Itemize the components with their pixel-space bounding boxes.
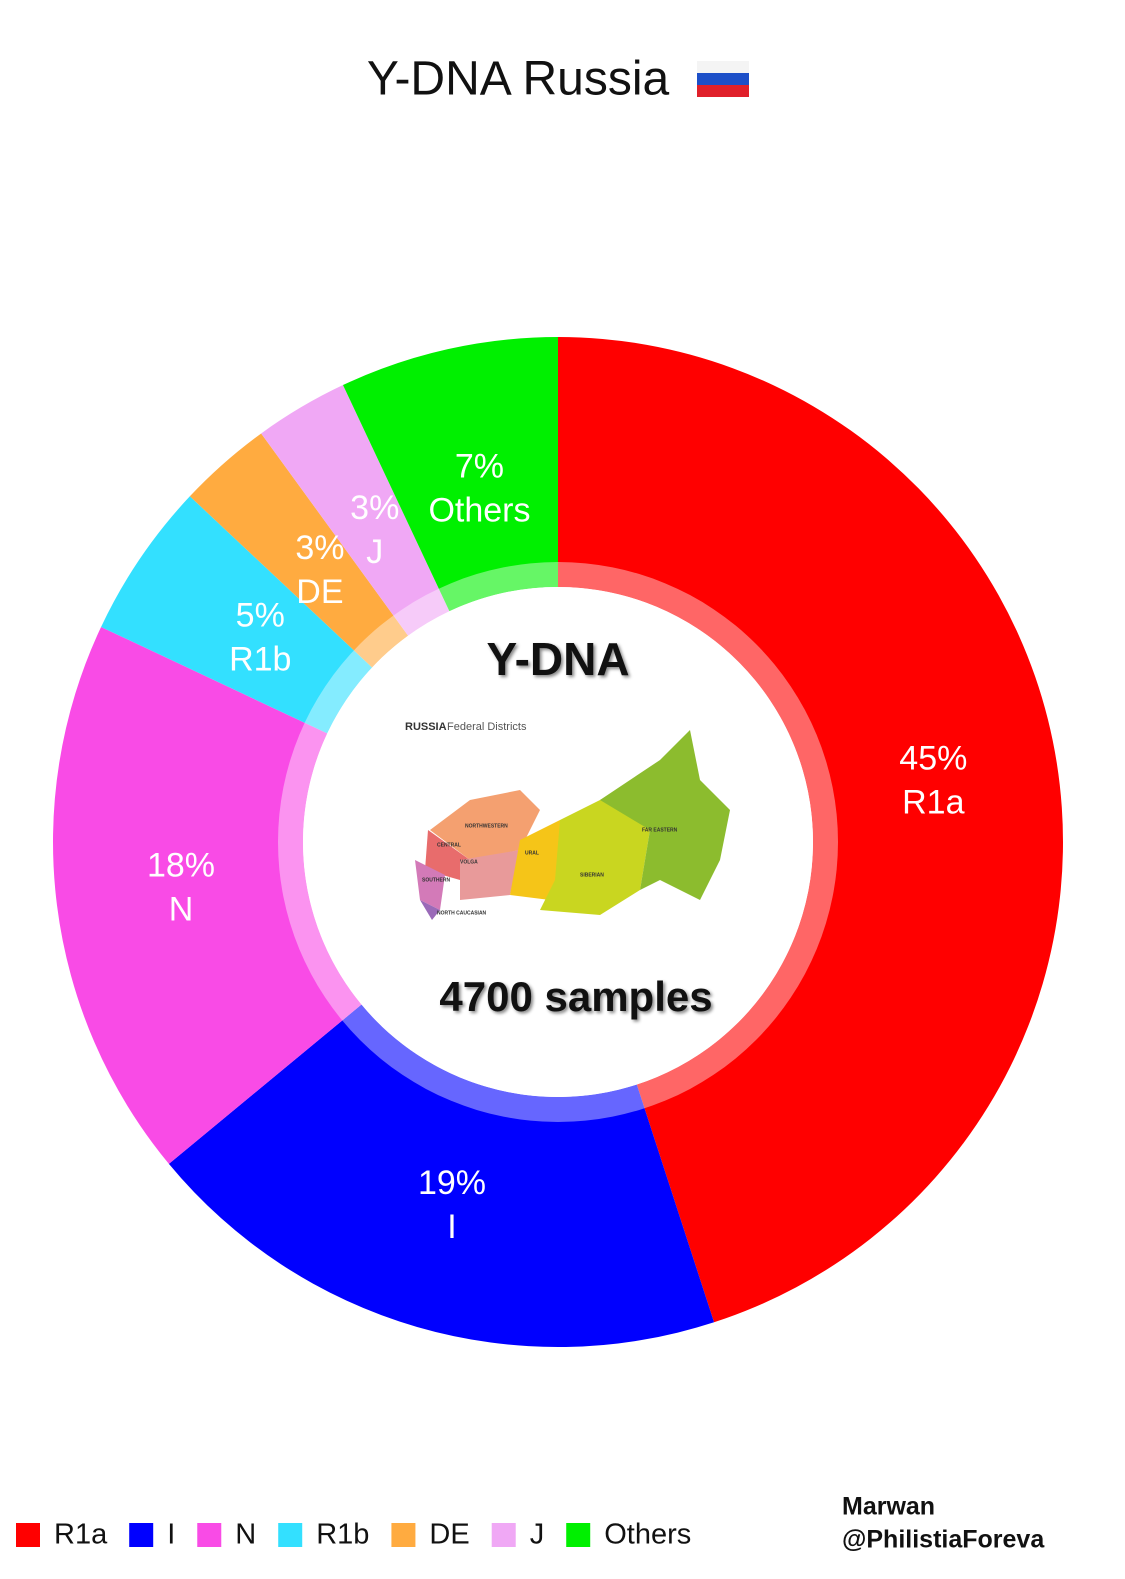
slice-category-label: I [447,1208,456,1246]
credit-handle: @PhilistiaForeva [842,1526,1045,1554]
map-region [430,790,540,860]
slice-category-label: R1b [229,641,291,679]
map-region [420,900,440,920]
legend-label: I [167,1519,175,1551]
donut-slice [189,433,409,668]
map-region-label: FAR EASTERN [642,827,678,833]
slice-category-label: R1a [902,784,964,822]
legend-swatch [197,1523,222,1547]
legend-swatch [16,1523,40,1547]
legend-label: N [235,1519,256,1551]
donut-slice [342,337,558,612]
slice-value-label: 18% [147,847,215,885]
chart-title: Y-DNA Russia [367,53,670,106]
donut-slice [168,1004,715,1348]
slice-value-label: 19% [418,1164,486,1202]
map-region [540,790,650,915]
map-region [600,730,730,900]
map-region-label: CENTRAL [437,842,461,848]
slice-value-label: 3% [350,489,399,527]
map-region [460,850,520,900]
slice-value-label: 3% [295,529,344,567]
map-region-label: SOUTHERN [422,877,450,883]
legend-swatch [491,1523,516,1547]
map-region-label: VOLGA [460,859,478,865]
legend-label: DE [429,1519,469,1551]
donut-slice [52,626,362,1164]
map-region-label: SIBERIAN [580,872,604,878]
slice-category-label: J [366,533,383,571]
donut-slice [101,496,373,734]
credit-name: Marwan [842,1493,935,1521]
map-region-label: NORTHWESTERN [465,823,508,829]
legend-label: R1a [54,1519,108,1551]
slice-value-label: 45% [899,740,967,778]
map-title: RUSSIA [405,721,447,733]
map-region-label: NORTH CAUCASIAN [437,910,487,916]
map-region [415,860,445,910]
slice-value-label: 5% [236,597,285,635]
donut-slice [558,337,1064,1323]
center-subtitle: 4700 samples [439,973,712,1020]
map-region [425,830,470,880]
slice-category-label: DE [296,573,343,611]
legend-label: J [530,1519,545,1551]
slice-category-label: N [169,891,194,929]
center-title: Y-DNA [486,633,629,685]
legend-label: R1b [316,1519,369,1551]
map-subtitle: Federal Districts [447,721,527,733]
donut-slice [261,385,450,636]
slice-category-label: Others [428,492,530,530]
flag-icon [697,61,749,97]
legend-swatch [278,1523,303,1547]
slice-value-label: 7% [455,448,504,486]
legend-swatch [566,1523,591,1547]
map-region-label: URAL [525,850,539,856]
legend-swatch [391,1523,416,1547]
legend-label: Others [604,1519,691,1551]
legend-swatch [129,1523,154,1547]
